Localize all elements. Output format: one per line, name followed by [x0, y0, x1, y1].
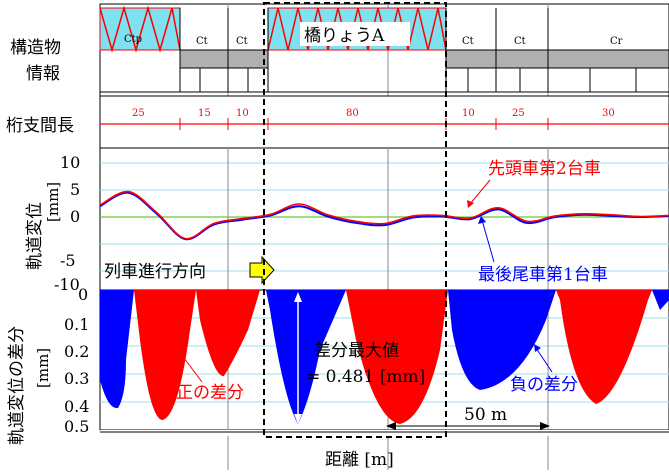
span-25a: 25 [132, 108, 145, 119]
pos-area-4 [556, 290, 652, 404]
positive-diff-label: 正の差分 [176, 383, 244, 403]
span-10b: 10 [462, 108, 475, 119]
structure-ct-4: Ct [514, 36, 526, 47]
track-disp-panel: 10 5 0 -5 -10 先頭車第2台車 最後尾車第1台車 列車進行方向 [54, 147, 669, 294]
pos-area-2 [196, 290, 260, 377]
embankment-right [445, 49, 669, 69]
ytick-neg10: -10 [54, 275, 80, 294]
neg-area-1 [100, 290, 134, 409]
diff-ytick-0.3: 0.3 [64, 369, 89, 388]
direction-arrow-icon [249, 255, 275, 285]
scale-bar-label: 50 m [464, 405, 507, 425]
diff-unit: [mm] [34, 348, 52, 388]
ytick-neg5: -5 [60, 251, 76, 270]
structure-label-line1: 構造物 [10, 38, 61, 58]
lead-car-series [99, 190, 669, 240]
negative-diff-label: 負の差分 [510, 375, 578, 395]
span-10a: 10 [236, 108, 249, 119]
x-axis-label: 距離 [m] [325, 450, 394, 470]
rear-car-label: 最後尾車第1台車 [478, 265, 608, 285]
structure-panel: Ctp Ct Ct 橋りょうA Ct Ct Cr [99, 3, 669, 470]
diff-ytick-0.1: 0.1 [64, 315, 89, 334]
diff-label: 軌道変位の差分 [7, 326, 27, 445]
pos-area-1 [134, 290, 196, 420]
track-disp-unit: [mm] [44, 182, 62, 222]
neg-area-3 [448, 290, 556, 390]
neg-area-4 [652, 290, 669, 310]
pos-area-3 [346, 290, 448, 424]
structure-ct-2: Ct [236, 36, 248, 47]
diff-ytick-0.4: 0.4 [64, 397, 89, 416]
neg-area-2 [266, 290, 346, 424]
diff-ytick-0: 0 [78, 285, 88, 304]
diff-ytick-0.2: 0.2 [64, 342, 89, 361]
track-disp-label: 軌道変位 [25, 202, 45, 270]
ytick-5: 5 [70, 180, 80, 199]
max-diff-line1: 差分最大値 [314, 341, 399, 361]
structure-cr: Cr [610, 36, 623, 47]
span-30: 30 [602, 108, 615, 119]
bridge-highlight-box [263, 2, 447, 438]
diff-areas [100, 290, 669, 424]
structure-ct-3: Ct [462, 36, 474, 47]
structure-bridge-a: 橋りょうA [304, 26, 385, 46]
direction-label: 列車進行方向 [104, 262, 206, 282]
structure-ct-1: Ct [196, 36, 208, 47]
diff-ytick-0.5: 0.5 [64, 417, 89, 436]
embankment-left [179, 49, 269, 69]
span-15: 15 [198, 108, 211, 119]
span-80: 80 [346, 108, 359, 119]
structure-ctp: Ctp [124, 34, 142, 45]
structure-label-line2: 情報 [26, 64, 60, 84]
diff-panel: 0 0.1 0.2 0.3 0.4 0.5 差分最大値 = 0.481 [mm]… [64, 285, 669, 436]
ytick-0: 0 [70, 207, 80, 226]
span-label: 桁支間長 [6, 116, 74, 136]
span-panel: 25 15 10 80 10 25 30 [99, 95, 669, 149]
max-diff-line2: = 0.481 [mm] [306, 367, 425, 387]
ytick-10: 10 [60, 153, 80, 172]
lead-car-label: 先頭車第2台車 [488, 159, 601, 179]
span-25b: 25 [512, 108, 525, 119]
